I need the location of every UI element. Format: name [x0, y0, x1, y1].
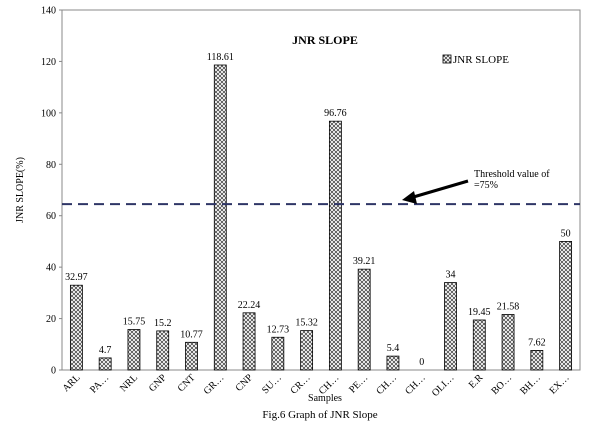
- bar-data-label: 22.24: [238, 300, 261, 311]
- x-tick-label: BO…: [489, 372, 514, 397]
- y-tick-label: 60: [46, 211, 56, 222]
- bars: [69, 64, 573, 371]
- x-tick-label: BH…: [518, 372, 543, 397]
- bar-data-label: 50: [561, 228, 571, 239]
- bar-data-label: 5.4: [387, 343, 400, 354]
- threshold-arrow-head: [402, 191, 417, 204]
- x-tick-label: GR…: [202, 372, 227, 397]
- bar-data-label: 15.75: [123, 317, 146, 328]
- bar-data-label: 0: [419, 357, 424, 368]
- y-tick-label: 140: [41, 6, 56, 17]
- bar: [501, 314, 515, 371]
- x-tick-label: OLI…: [430, 372, 457, 399]
- plot-area-frame: [61, 9, 581, 371]
- bar-data-label: 96.76: [324, 108, 347, 119]
- x-tick-label: CNP: [234, 372, 256, 394]
- threshold-label-line2: =75%: [474, 180, 498, 191]
- bar-data-label: 32.97: [65, 272, 88, 283]
- bar-data-label: 12.73: [267, 324, 290, 335]
- bar: [328, 120, 342, 371]
- bar: [156, 330, 170, 371]
- x-tick-label: CH…: [374, 372, 399, 397]
- x-tick-label: NRL: [118, 372, 140, 394]
- x-tick-label: E.R: [467, 372, 486, 391]
- threshold-group: Threshold value of =75%: [62, 169, 580, 206]
- bar: [357, 268, 371, 371]
- x-tick-label: CH…: [403, 372, 428, 397]
- bar: [472, 319, 486, 371]
- bar: [69, 284, 83, 371]
- bar: [98, 357, 112, 371]
- y-axis-label: JNR SLOPE(%): [15, 157, 26, 223]
- bar: [444, 282, 457, 371]
- figure-caption: Fig.6 Graph of JNR Slope: [262, 409, 377, 421]
- chart-title: JNR SLOPE: [292, 33, 358, 47]
- y-tick-label: 100: [41, 108, 56, 119]
- x-tick-label: PA…: [88, 372, 111, 395]
- bar-data-label: 118.61: [207, 52, 234, 63]
- legend: JNR SLOPE: [442, 54, 509, 66]
- y-tick-label: 0: [51, 366, 56, 377]
- threshold-arrow: [409, 179, 469, 200]
- legend-label: JNR SLOPE: [453, 54, 509, 66]
- bar: [271, 336, 285, 371]
- threshold-label-line1: Threshold value of: [474, 169, 550, 180]
- y-tick-label: 80: [46, 160, 56, 171]
- bar: [242, 312, 256, 371]
- bar-data-label: 15.2: [154, 318, 172, 329]
- y-tick-label: 120: [41, 57, 56, 68]
- legend-swatch: [442, 54, 452, 64]
- bar-data-label: 39.21: [353, 256, 376, 267]
- x-tick-label: EX…: [547, 372, 571, 396]
- bar-data-label: 21.58: [497, 302, 520, 313]
- bar-data-label: 15.32: [295, 318, 318, 329]
- x-tick-label: GNP: [147, 372, 169, 394]
- x-tick-label: PE…: [347, 372, 370, 395]
- bar: [530, 350, 544, 371]
- x-tick-label: CNT: [176, 372, 198, 394]
- bar: [300, 330, 314, 371]
- bar-data-label: 4.7: [99, 345, 112, 356]
- x-tick-label: SU…: [260, 372, 284, 396]
- y-axis-ticks: 0 20 40 60 80 100 120 140: [41, 6, 62, 377]
- y-tick-label: 40: [46, 263, 56, 274]
- bar-data-label: 7.62: [528, 337, 546, 348]
- bar: [185, 341, 198, 371]
- x-axis-label: Samples: [308, 393, 342, 404]
- bar-data-label: 10.77: [180, 329, 203, 340]
- bar: [213, 64, 227, 371]
- bar-data-label: 34: [446, 270, 456, 281]
- bar: [559, 241, 573, 371]
- data-labels: 32.97 4.7 15.75 15.2 10.77 118.61 22.24 12.73 15…: [65, 52, 570, 368]
- x-tick-label: ARL: [61, 372, 83, 394]
- bar: [386, 355, 400, 371]
- bar: [127, 329, 141, 371]
- bar-data-label: 19.45: [468, 307, 491, 318]
- y-tick-label: 20: [46, 314, 56, 325]
